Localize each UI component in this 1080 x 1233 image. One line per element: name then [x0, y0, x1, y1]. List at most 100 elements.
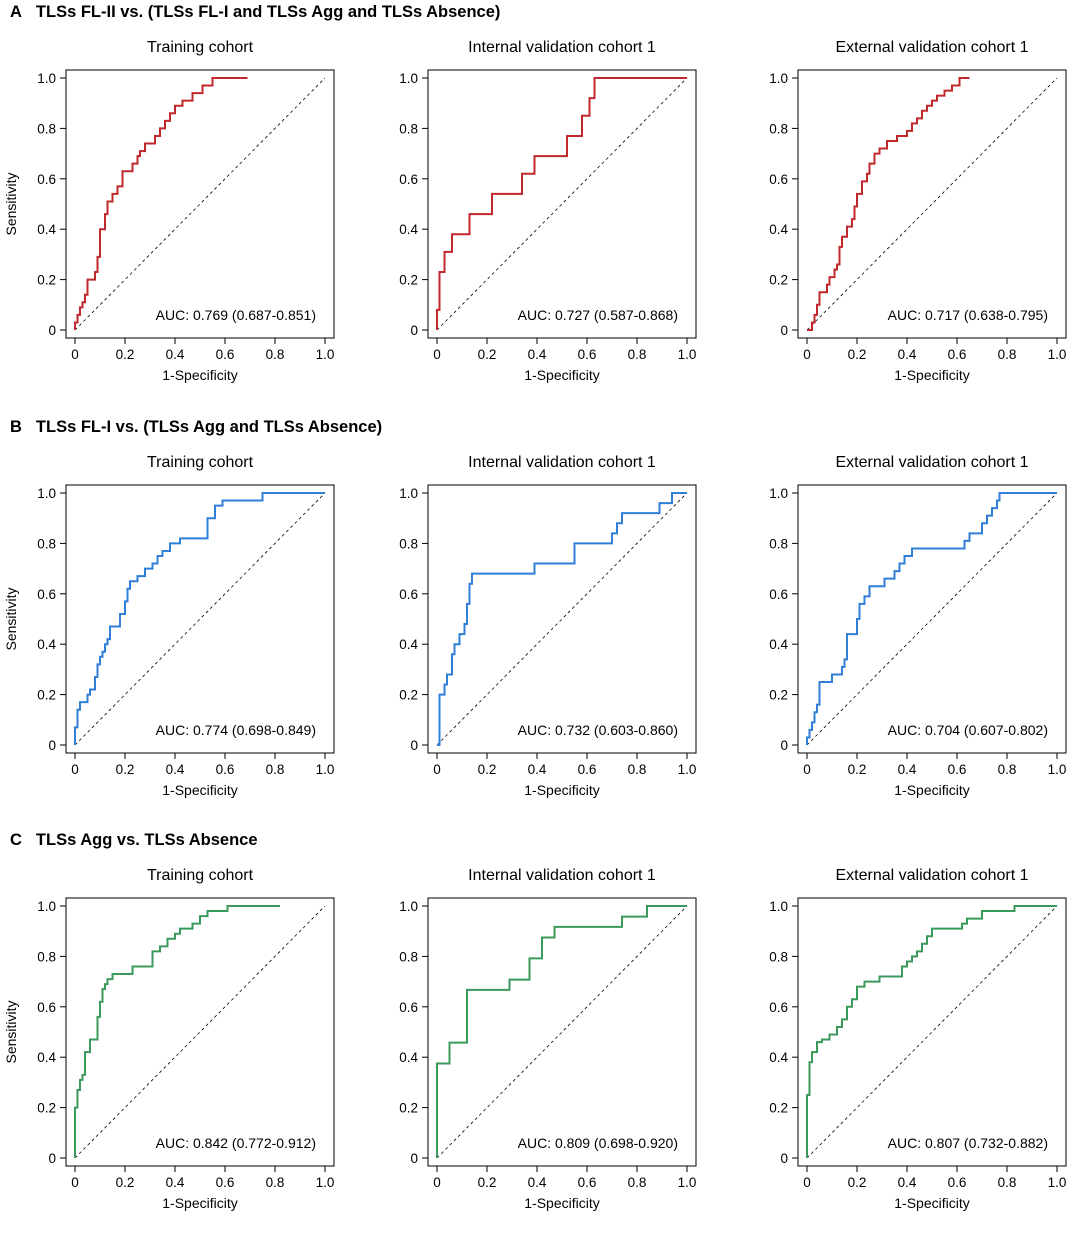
x-axis-label: 1-Specificity	[524, 782, 599, 798]
x-tick-label: 0.4	[166, 1175, 185, 1190]
x-axis-label: 1-Specificity	[894, 782, 969, 798]
x-tick-label: 0.8	[998, 347, 1017, 362]
y-tick-label: 0.6	[399, 1000, 418, 1015]
plot-frame	[427, 897, 697, 1167]
y-tick-label: 0.4	[37, 1050, 56, 1065]
section-heading-a: A TLSs FL-II vs. (TLSs FL-I and TLSs Agg …	[10, 3, 500, 22]
x-tick-label: 0.8	[628, 347, 647, 362]
panel-title: External validation cohort 1	[836, 867, 1029, 884]
reference-diagonal	[806, 77, 1058, 331]
x-tick-label: 1.0	[678, 762, 697, 777]
y-tick-label: 0.6	[37, 1000, 56, 1015]
x-tick-label: 0.6	[578, 1175, 597, 1190]
y-tick-label: 0.2	[769, 688, 788, 703]
x-tick-label: 0	[803, 762, 811, 777]
x-tick-label: 0.2	[848, 1175, 867, 1190]
plot-frame	[65, 897, 335, 1167]
x-tick-label: 0.4	[528, 1175, 547, 1190]
plot-frame	[797, 69, 1067, 339]
x-tick-label: 0.8	[628, 1175, 647, 1190]
y-tick-label: 1.0	[769, 71, 788, 86]
roc-curve	[436, 77, 687, 330]
auc-annotation: AUC: 0.717 (0.638-0.795)	[888, 307, 1048, 323]
y-tick-label: 1.0	[399, 486, 418, 501]
reference-diagonal	[436, 905, 688, 1159]
plot-frame	[427, 484, 697, 754]
y-tick-label: 0.4	[37, 637, 56, 652]
y-tick-label: 0.4	[399, 222, 418, 237]
x-tick-label: 0.8	[628, 762, 647, 777]
x-tick-label: 0.6	[578, 762, 597, 777]
section-letter: A	[10, 3, 22, 21]
y-tick-label: 0.6	[399, 172, 418, 187]
x-tick-label: 0.2	[116, 762, 135, 777]
auc-annotation: AUC: 0.842 (0.772-0.912)	[156, 1135, 316, 1151]
x-tick-label: 0.2	[478, 762, 497, 777]
y-tick-label: 0.8	[769, 536, 788, 551]
y-tick-label: 1.0	[37, 899, 56, 914]
section-heading-b: B TLSs FL-I vs. (TLSs Agg and TLSs Absenc…	[10, 418, 382, 437]
roc-panel: External validation cohort 1 0 0.2 0.4 0.6 0.…	[769, 39, 1067, 383]
x-tick-label: 0.4	[898, 1175, 917, 1190]
reference-diagonal	[74, 905, 326, 1159]
x-axis-label: 1-Specificity	[524, 1195, 599, 1211]
y-tick-label: 0	[48, 738, 56, 753]
roc-panel: External validation cohort 1 0 0.2 0.4 0.6 0.…	[769, 867, 1067, 1211]
y-tick-label: 0.4	[769, 637, 788, 652]
y-axis-label: Sensitivity	[3, 587, 19, 650]
x-tick-label: 0.8	[266, 762, 285, 777]
y-tick-label: 0.6	[769, 587, 788, 602]
roc-panel: External validation cohort 1 0 0.2 0.4 0.6 0.…	[769, 454, 1067, 798]
y-tick-label: 0	[410, 738, 418, 753]
roc-panel: Training cohort 0 0.2 0.4 0.6 0.8 1.0 0 0.2 0.4 0.…	[3, 867, 335, 1211]
x-tick-label: 1.0	[316, 762, 335, 777]
panel-title: Training cohort	[147, 454, 254, 471]
x-tick-label: 0.6	[216, 1175, 235, 1190]
x-tick-label: 0.2	[478, 1175, 497, 1190]
plot-frame	[797, 897, 1067, 1167]
y-tick-label: 0.4	[399, 1050, 418, 1065]
section-title: TLSs FL-I vs. (TLSs Agg and TLSs Absence…	[35, 418, 383, 436]
auc-annotation: AUC: 0.809 (0.698-0.920)	[518, 1135, 678, 1151]
reference-diagonal	[436, 492, 688, 746]
y-tick-label: 1.0	[399, 899, 418, 914]
roc-panel: Internal validation cohort 1 0 0.2 0.4 0.6 0.…	[399, 454, 697, 798]
y-tick-label: 0	[780, 738, 788, 753]
y-tick-label: 0.6	[769, 172, 788, 187]
x-axis-label: 1-Specificity	[162, 367, 237, 383]
x-tick-label: 0.4	[528, 762, 547, 777]
y-tick-label: 0.8	[37, 536, 56, 551]
x-tick-label: 0.8	[998, 1175, 1017, 1190]
auc-annotation: AUC: 0.727 (0.587-0.868)	[518, 307, 678, 323]
x-tick-label: 0.2	[116, 1175, 135, 1190]
x-tick-label: 0	[71, 762, 79, 777]
x-tick-label: 0.4	[166, 762, 185, 777]
x-tick-label: 1.0	[1048, 762, 1067, 777]
y-tick-label: 0	[410, 1151, 418, 1166]
x-tick-label: 1.0	[1048, 1175, 1067, 1190]
reference-diagonal	[806, 492, 1058, 746]
y-tick-label: 0.8	[769, 121, 788, 136]
section-title: TLSs FL-II vs. (TLSs FL-I and TLSs Agg a…	[35, 3, 501, 21]
panel-title: External validation cohort 1	[836, 454, 1029, 471]
panel-title: Training cohort	[147, 39, 254, 56]
x-tick-label: 0.8	[266, 347, 285, 362]
y-tick-label: 1.0	[37, 486, 56, 501]
x-tick-label: 0.6	[216, 347, 235, 362]
y-tick-label: 0	[780, 1151, 788, 1166]
x-axis-label: 1-Specificity	[524, 367, 599, 383]
reference-diagonal	[436, 77, 688, 331]
panel-title: Training cohort	[147, 867, 254, 884]
x-tick-label: 0.2	[848, 762, 867, 777]
panel-title: Internal validation cohort 1	[468, 39, 656, 56]
y-tick-label: 1.0	[399, 71, 418, 86]
roc-curve	[74, 492, 325, 745]
x-tick-label: 1.0	[316, 347, 335, 362]
y-tick-label: 0.2	[769, 273, 788, 288]
y-tick-label: 0.2	[399, 688, 418, 703]
reference-diagonal	[74, 492, 326, 746]
panel-title: External validation cohort 1	[836, 39, 1029, 56]
panel-title: Internal validation cohort 1	[468, 867, 656, 884]
y-tick-label: 0.6	[399, 587, 418, 602]
section-letter: C	[10, 831, 22, 849]
